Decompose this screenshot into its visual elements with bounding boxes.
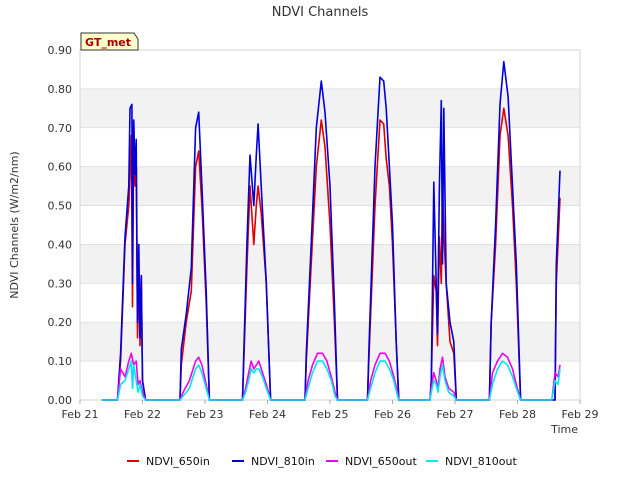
x-axis-title: Time	[550, 423, 578, 436]
chart-title: NDVI Channels	[272, 5, 369, 20]
x-tick-label: Feb 21	[62, 408, 99, 421]
series-line-ndvi-810out	[101, 360, 561, 401]
y-tick-label: 0.70	[48, 122, 73, 135]
badge-label: GT_met	[85, 36, 131, 49]
legend: NDVI_650in NDVI_810in NDVI_650out NDVI_810o…	[127, 455, 517, 468]
y-axis-title: NDVI Channels (W/m2/nm)	[8, 151, 21, 298]
background-band	[80, 88, 580, 128]
y-tick-label: 0.10	[48, 355, 73, 368]
series-lines	[101, 60, 561, 401]
y-tick-label: 0.40	[48, 238, 73, 251]
legend-label: NDVI_650in	[146, 455, 210, 468]
x-tick-label: Feb 26	[374, 408, 411, 421]
y-tick-label: 0.60	[48, 161, 73, 174]
x-axis-ticks: Feb 21 Feb 22 Feb 23 Feb 24 Feb 25 Feb 26 Feb …	[62, 400, 599, 421]
y-tick-label: 0.20	[48, 316, 73, 329]
background-band	[80, 322, 580, 362]
legend-label: NDVI_650out	[345, 455, 417, 468]
y-tick-label: 0.00	[48, 394, 73, 407]
y-tick-label: 0.30	[48, 277, 73, 290]
x-tick-label: Feb 27	[437, 408, 474, 421]
badge-box	[80, 32, 139, 51]
x-tick-label: Feb 22	[124, 408, 161, 421]
y-tick-label: 0.80	[48, 83, 73, 96]
gt-met-badge: GT_met	[80, 32, 139, 51]
x-tick-label: Feb 25	[312, 408, 349, 421]
y-axis-ticks: 0.00 0.10 0.20 0.30 0.40 0.50 0.60 0.70 0.80 0.90	[48, 44, 73, 407]
background-band	[80, 244, 580, 284]
legend-label: NDVI_810out	[445, 455, 517, 468]
y-tick-label: 0.90	[48, 44, 73, 57]
legend-label: NDVI_810in	[251, 455, 315, 468]
x-tick-label: Feb 24	[249, 408, 286, 421]
x-tick-label: Feb 28	[499, 408, 536, 421]
x-tick-label: Feb 29	[562, 408, 599, 421]
series-line-ndvi-810in	[101, 60, 561, 401]
x-tick-label: Feb 23	[187, 408, 224, 421]
y-tick-label: 0.50	[48, 200, 73, 213]
